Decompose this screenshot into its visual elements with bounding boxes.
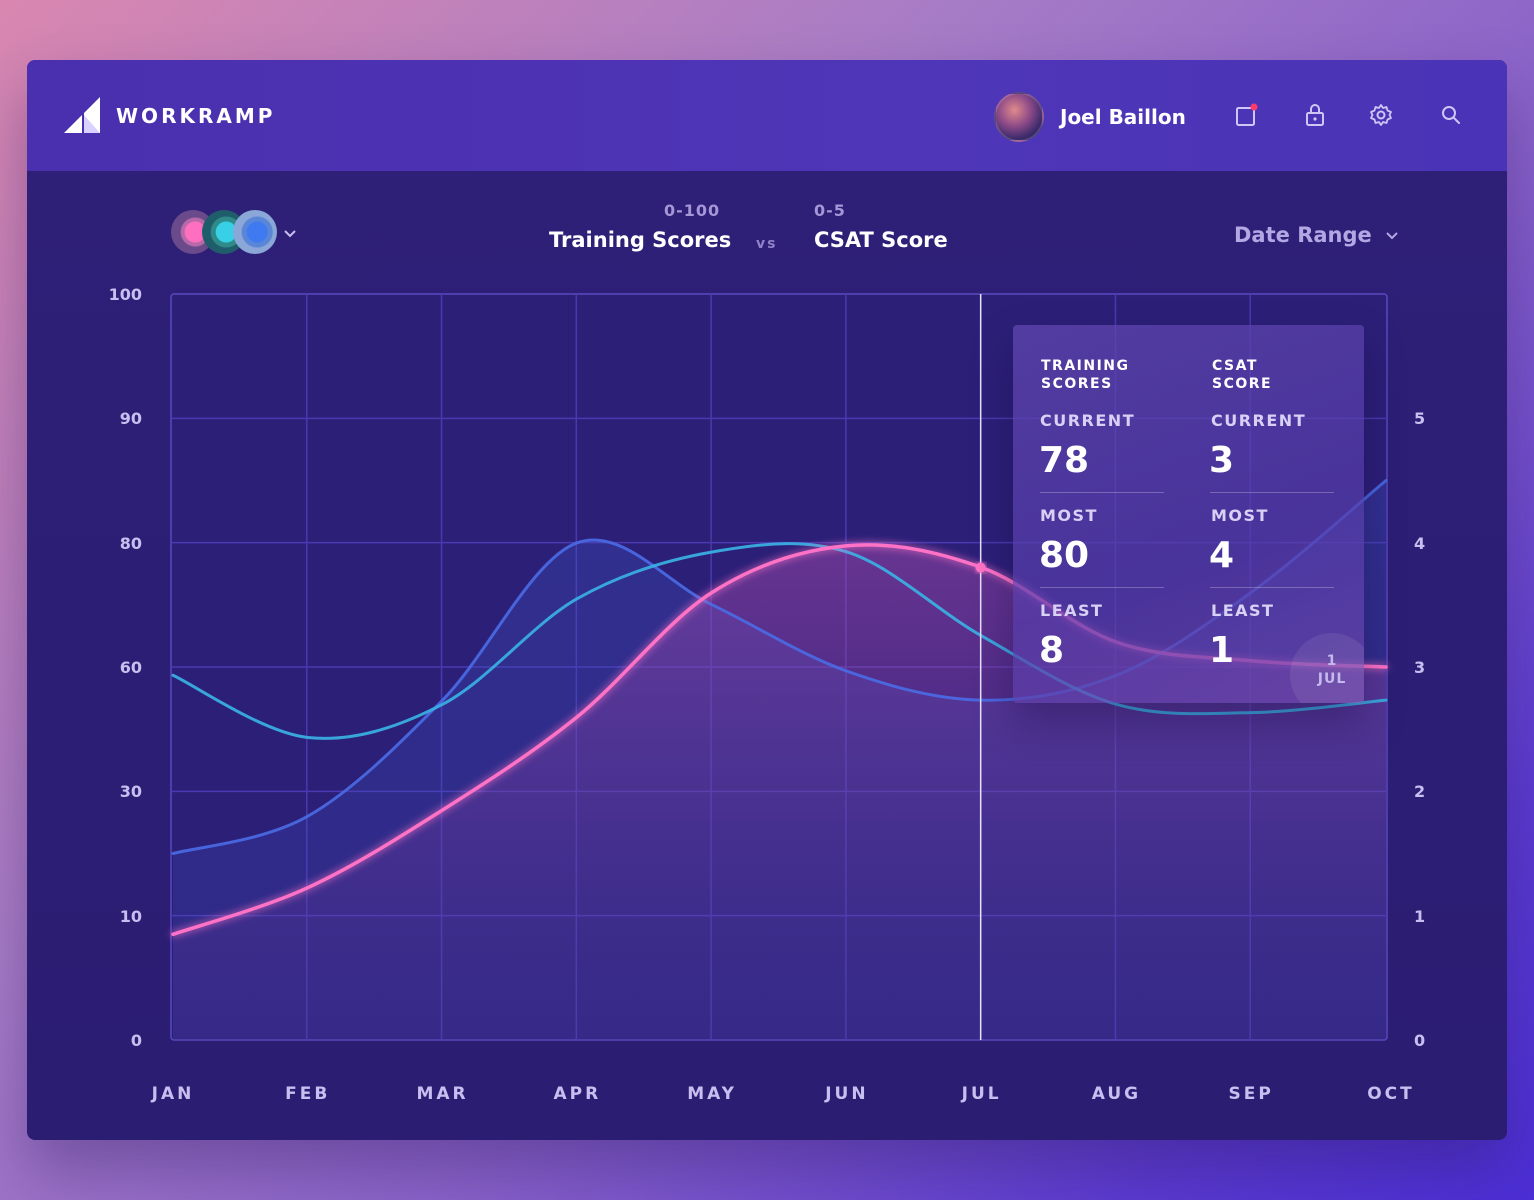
date-range-dropdown[interactable]: Date Range	[1234, 223, 1399, 247]
y-axis-right-tick: 2	[1414, 782, 1426, 802]
x-axis-tick: APR	[553, 1084, 602, 1104]
x-axis-tick: MAY	[687, 1084, 737, 1104]
training-scores-title[interactable]: Training Scores	[549, 228, 732, 252]
notification-icon[interactable]	[1234, 103, 1258, 127]
people-selector[interactable]	[171, 210, 311, 258]
y-axis-left-tick: 60	[119, 658, 142, 677]
brand-name: WORKRAMP	[116, 104, 276, 128]
app-window: WORKRAMP Joel Baillon	[27, 60, 1507, 1140]
x-axis-tick: JUN	[825, 1084, 869, 1104]
csat-current-label: CURRENT	[1211, 411, 1307, 430]
tooltip-heading-training: TRAINING SCORES	[1041, 357, 1161, 393]
tooltip-heading-csat: CSAT SCORE	[1212, 357, 1332, 393]
x-axis-tick: MAR	[416, 1084, 469, 1104]
divider	[1210, 492, 1334, 493]
divider	[1040, 492, 1164, 493]
hover-cursor	[975, 294, 986, 1040]
y-axis-left-tick: 10	[119, 906, 142, 926]
logo-icon	[64, 97, 100, 133]
chevron-down-icon	[1386, 232, 1398, 240]
date-badge: 1 JUL	[1290, 633, 1364, 703]
date-range-label: Date Range	[1234, 223, 1372, 247]
training-current-label: CURRENT	[1040, 411, 1136, 430]
y-axis-right-tick: 5	[1414, 409, 1426, 429]
training-range: 0-100	[664, 201, 721, 220]
y-axis-right-tick: 4	[1414, 533, 1426, 553]
data-tooltip: TRAINING SCORES CSAT SCORE CURRENT 78 MO…	[1013, 325, 1364, 703]
csat-most-label: MOST	[1211, 506, 1269, 525]
lock-icon[interactable]	[1303, 103, 1327, 127]
x-axis-tick: SEP	[1228, 1084, 1274, 1104]
csat-current-value: 3	[1209, 440, 1235, 481]
csat-range: 0-5	[814, 201, 846, 220]
y-axis-right-tick: 3	[1414, 658, 1426, 677]
x-axis-tick: AUG	[1091, 1084, 1142, 1104]
y-axis-right-tick: 1	[1414, 906, 1426, 926]
hover-point[interactable]	[975, 562, 986, 573]
avatar[interactable]	[994, 92, 1044, 142]
x-axis-tick: FEB	[285, 1084, 331, 1104]
date-month: JUL	[1317, 671, 1347, 687]
dashboard-content: 0-100 Training Scores vs 0-5 CSAT Score …	[27, 171, 1507, 1140]
tooltip-heading-line: SCORES	[1041, 376, 1113, 392]
y-axis-left-tick: 90	[119, 409, 142, 429]
top-bar: WORKRAMP Joel Baillon	[27, 60, 1507, 171]
user-name: Joel Baillon	[1060, 105, 1186, 129]
training-least-label: LEAST	[1040, 601, 1104, 620]
csat-score-title[interactable]: CSAT Score	[814, 228, 948, 252]
series-line	[171, 542, 1388, 740]
training-least-value: 8	[1039, 630, 1065, 671]
avatar	[233, 210, 277, 254]
brand[interactable]: WORKRAMP	[64, 97, 275, 135]
vs-label: vs	[756, 236, 778, 252]
divider	[1210, 587, 1334, 588]
training-most-label: MOST	[1040, 506, 1098, 525]
tooltip-heading-line: TRAINING	[1041, 358, 1130, 374]
gear-icon[interactable]	[1369, 103, 1393, 127]
training-current-value: 78	[1039, 440, 1090, 481]
date-day: 1	[1326, 653, 1338, 669]
csat-most-value: 4	[1209, 535, 1235, 576]
csat-least-value: 1	[1209, 630, 1235, 671]
x-axis-tick: JUL	[961, 1084, 1002, 1104]
x-axis-tick: JAN	[151, 1084, 195, 1104]
tooltip-heading-line: SCORE	[1212, 376, 1273, 392]
search-icon[interactable]	[1439, 103, 1463, 127]
user-profile[interactable]: Joel Baillon	[994, 92, 1186, 142]
tooltip-heading-line: CSAT	[1212, 358, 1258, 374]
training-most-value: 80	[1039, 535, 1090, 576]
csat-least-label: LEAST	[1211, 601, 1275, 620]
y-axis-right-tick: 0	[1414, 1031, 1426, 1050]
y-axis-left-tick: 100	[108, 285, 142, 304]
y-axis-left-tick: 30	[119, 782, 142, 802]
divider	[1040, 587, 1164, 588]
chevron-down-icon[interactable]	[283, 226, 297, 240]
x-axis-tick: OCT	[1367, 1084, 1415, 1104]
y-axis-left-tick: 80	[119, 533, 142, 553]
y-axis-left-tick: 0	[130, 1031, 142, 1050]
